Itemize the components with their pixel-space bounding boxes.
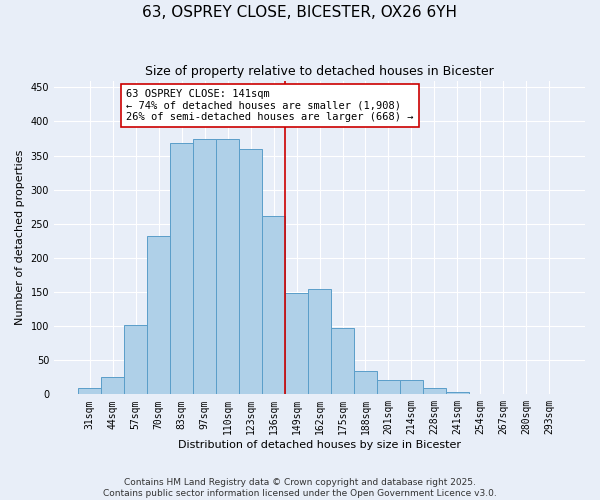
Bar	[446, 392, 469, 394]
X-axis label: Distribution of detached houses by size in Bicester: Distribution of detached houses by size …	[178, 440, 461, 450]
Bar	[193, 139, 216, 394]
Text: 63 OSPREY CLOSE: 141sqm
← 74% of detached houses are smaller (1,908)
26% of semi: 63 OSPREY CLOSE: 141sqm ← 74% of detache…	[127, 88, 414, 122]
Bar	[354, 371, 377, 394]
Bar	[400, 380, 423, 394]
Bar	[147, 236, 170, 394]
Bar	[101, 378, 124, 394]
Text: Contains HM Land Registry data © Crown copyright and database right 2025.
Contai: Contains HM Land Registry data © Crown c…	[103, 478, 497, 498]
Bar	[331, 328, 354, 394]
Bar	[124, 326, 147, 394]
Bar	[308, 288, 331, 395]
Y-axis label: Number of detached properties: Number of detached properties	[15, 150, 25, 325]
Title: Size of property relative to detached houses in Bicester: Size of property relative to detached ho…	[145, 65, 494, 78]
Bar	[170, 144, 193, 394]
Bar	[423, 388, 446, 394]
Bar	[239, 150, 262, 394]
Text: 63, OSPREY CLOSE, BICESTER, OX26 6YH: 63, OSPREY CLOSE, BICESTER, OX26 6YH	[143, 5, 458, 20]
Bar	[78, 388, 101, 394]
Bar	[262, 216, 285, 394]
Bar	[216, 139, 239, 394]
Bar	[377, 380, 400, 394]
Bar	[285, 294, 308, 394]
